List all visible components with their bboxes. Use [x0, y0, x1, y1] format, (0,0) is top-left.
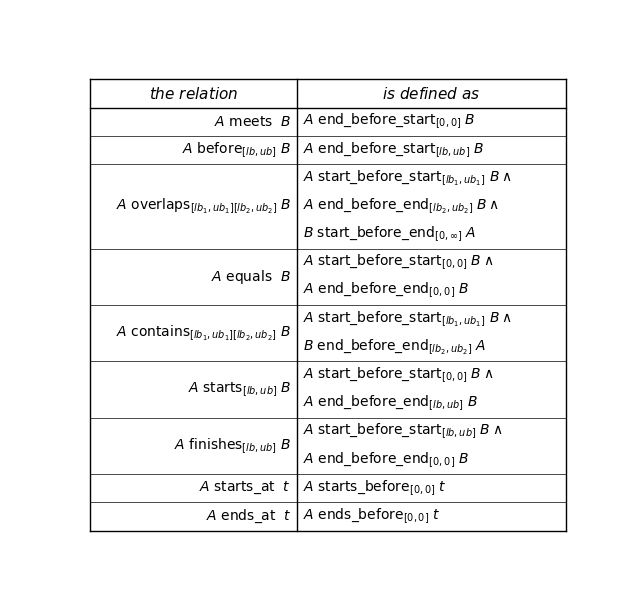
- Text: $A$ before$_{[lb,ub]}$ $B$: $A$ before$_{[lb,ub]}$ $B$: [182, 140, 291, 159]
- Text: $B$ start_before_end$_{[0,\infty]}$ $A$: $B$ start_before_end$_{[0,\infty]}$ $A$: [303, 225, 477, 244]
- Text: $A$ overlaps$_{[lb_1,ub_1][lb_2,ub_2]}$ $B$: $A$ overlaps$_{[lb_1,ub_1][lb_2,ub_2]}$ …: [116, 197, 291, 216]
- Text: $A$ end_before_start$_{[0,0]}$ $B$: $A$ end_before_start$_{[0,0]}$ $B$: [303, 112, 476, 131]
- Text: $A$ start_before_start$_{[0,0]}$ $B\wedge$: $A$ start_before_start$_{[0,0]}$ $B\wedg…: [303, 253, 493, 272]
- Text: $A$ ends_at  $t$: $A$ ends_at $t$: [205, 508, 291, 525]
- Text: $A$ meets  $B$: $A$ meets $B$: [214, 115, 291, 129]
- Text: $B$ end_before_end$_{[lb_2,ub_2]}$ $A$: $B$ end_before_end$_{[lb_2,ub_2]}$ $A$: [303, 338, 486, 357]
- Text: $\mathit{the\ relation}$: $\mathit{the\ relation}$: [148, 86, 238, 101]
- Text: $A$ finishes$_{[lb,ub]}$ $B$: $A$ finishes$_{[lb,ub]}$ $B$: [174, 437, 291, 455]
- Text: $A$ end_before_start$_{[lb,ub]}$ $B$: $A$ end_before_start$_{[lb,ub]}$ $B$: [303, 140, 484, 159]
- Text: $A$ ends_before$_{[0,0]}$ $t$: $A$ ends_before$_{[0,0]}$ $t$: [303, 507, 441, 526]
- Text: $A$ end_before_end$_{[lb,ub]}$ $B$: $A$ end_before_end$_{[lb,ub]}$ $B$: [303, 394, 478, 413]
- Text: $A$ start_before_start$_{[lb_1,ub_1]}$ $B\wedge$: $A$ start_before_start$_{[lb_1,ub_1]}$ $…: [303, 169, 511, 188]
- Text: $A$ starts_at  $t$: $A$ starts_at $t$: [199, 480, 291, 496]
- Text: $A$ start_before_start$_{[0,0]}$ $B\wedge$: $A$ start_before_start$_{[0,0]}$ $B\wedg…: [303, 366, 493, 385]
- Text: $A$ equals  $B$: $A$ equals $B$: [211, 268, 291, 286]
- Text: $A$ end_before_end$_{[0,0]}$ $B$: $A$ end_before_end$_{[0,0]}$ $B$: [303, 451, 469, 470]
- Text: $A$ start_before_start$_{[lb_1,ub_1]}$ $B\wedge$: $A$ start_before_start$_{[lb_1,ub_1]}$ $…: [303, 310, 511, 329]
- Text: $\mathit{is\ defined\ as}$: $\mathit{is\ defined\ as}$: [382, 86, 481, 101]
- Text: $A$ end_before_end$_{[0,0]}$ $B$: $A$ end_before_end$_{[0,0]}$ $B$: [303, 281, 469, 300]
- Text: $A$ starts_before$_{[0,0]}$ $t$: $A$ starts_before$_{[0,0]}$ $t$: [303, 479, 447, 498]
- Text: $A$ end_before_end$_{[lb_2,ub_2]}$ $B\wedge$: $A$ end_before_end$_{[lb_2,ub_2]}$ $B\we…: [303, 197, 499, 216]
- Text: $A$ start_before_start$_{[lb,ub]}$ $B\wedge$: $A$ start_before_start$_{[lb,ub]}$ $B\we…: [303, 422, 502, 442]
- Text: $A$ starts$_{[lb,ub]}$ $B$: $A$ starts$_{[lb,ub]}$ $B$: [188, 381, 291, 399]
- Text: $A$ contains$_{[lb_1,ub_1][lb_2,ub_2]}$ $B$: $A$ contains$_{[lb_1,ub_1][lb_2,ub_2]}$ …: [116, 324, 291, 343]
